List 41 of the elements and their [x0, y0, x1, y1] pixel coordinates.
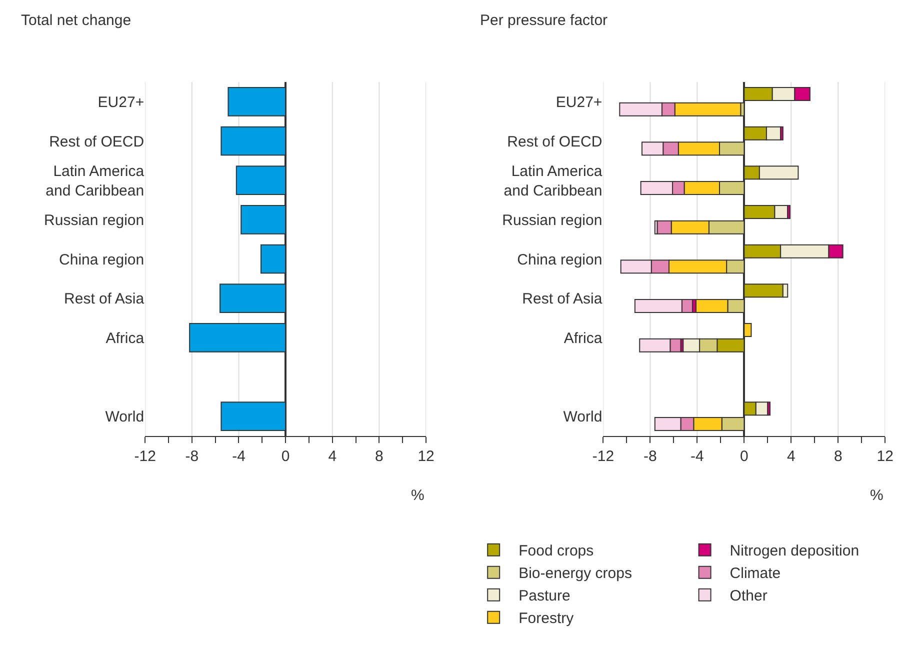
legend-label: Climate	[730, 565, 781, 582]
y-tick-label: China region	[59, 251, 144, 268]
chart-title: Per pressure factor	[480, 12, 608, 29]
legend-label: Other	[730, 588, 768, 605]
x-tick-label: -4	[690, 448, 704, 465]
y-tick-label: Russian region	[502, 212, 602, 229]
y-tick-label: Latin America and Caribbean	[46, 162, 145, 200]
y-tick-label: Russian region	[44, 212, 144, 229]
x-tick-label: 8	[375, 448, 384, 465]
x-axis-title: %	[870, 487, 884, 504]
y-tick-label: Africa	[564, 330, 603, 347]
y-tick-label: China region	[517, 251, 602, 268]
x-tick-label: 0	[740, 448, 748, 465]
x-tick-label: 12	[876, 448, 894, 465]
x-tick-label: -8	[644, 448, 657, 465]
x-tick-label: 8	[834, 448, 842, 465]
y-tick-label: EU27+	[556, 94, 602, 111]
x-tick-label: 0	[281, 448, 290, 465]
y-tick-label: Rest of OECD	[49, 133, 144, 150]
legend-label: Bio-energy crops	[518, 565, 632, 582]
y-tick-label: Rest of Asia	[64, 290, 145, 308]
x-tick-label: -4	[232, 448, 246, 465]
legend-label: Pasture	[518, 588, 570, 605]
y-tick-label: Latin America and Caribbean	[504, 162, 603, 200]
x-axis-title: %	[411, 487, 424, 504]
legend-label: Nitrogen deposition	[730, 542, 860, 560]
legend-label: Forestry	[518, 610, 574, 628]
x-tick-label: 12	[418, 448, 434, 465]
legend-label: Food crops	[518, 542, 594, 560]
x-tick-label: -12	[592, 448, 614, 465]
x-tick-label: -8	[185, 448, 199, 465]
y-tick-label: Rest of OECD	[507, 133, 602, 150]
y-tick-label: Rest of Asia	[522, 290, 603, 308]
chart-title: Total net change	[21, 12, 132, 29]
x-tick-label: -12	[134, 448, 156, 465]
x-tick-label: 4	[328, 448, 337, 465]
y-tick-label: World	[563, 408, 602, 426]
y-tick-label: Africa	[106, 330, 145, 347]
x-tick-label: 4	[786, 448, 796, 465]
y-tick-label: World	[105, 408, 144, 426]
y-tick-label: EU27+	[98, 94, 144, 111]
